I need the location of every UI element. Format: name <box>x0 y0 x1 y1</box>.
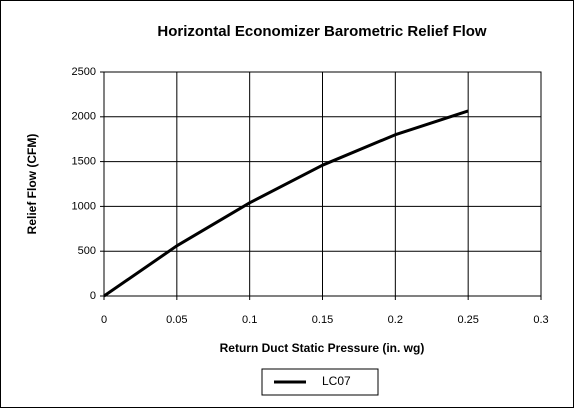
x-tick-label: 0.25 <box>457 314 478 326</box>
x-tick-label: 0.2 <box>388 314 403 326</box>
legend-label: LC07 <box>322 374 351 388</box>
y-tick-label: 1000 <box>72 200 96 212</box>
y-tick-label: 500 <box>78 245 96 257</box>
y-tick-label: 1500 <box>72 156 96 168</box>
x-tick-label: 0.3 <box>533 314 548 326</box>
chart-title: Horizontal Economizer Barometric Relief … <box>157 23 487 40</box>
x-axis-label: Return Duct Static Pressure (in. wg) <box>220 341 425 355</box>
y-tick-label: 0 <box>90 290 96 302</box>
x-tick-label: 0.05 <box>166 314 187 326</box>
x-tick-label: 0.15 <box>312 314 333 326</box>
x-tick-label: 0.1 <box>242 314 257 326</box>
x-tick-label: 0 <box>101 314 107 326</box>
y-axis-label: Relief Flow (CFM) <box>25 134 39 235</box>
y-tick-label: 2500 <box>72 66 96 78</box>
y-tick-label: 2000 <box>72 111 96 123</box>
data-line <box>103 109 469 298</box>
